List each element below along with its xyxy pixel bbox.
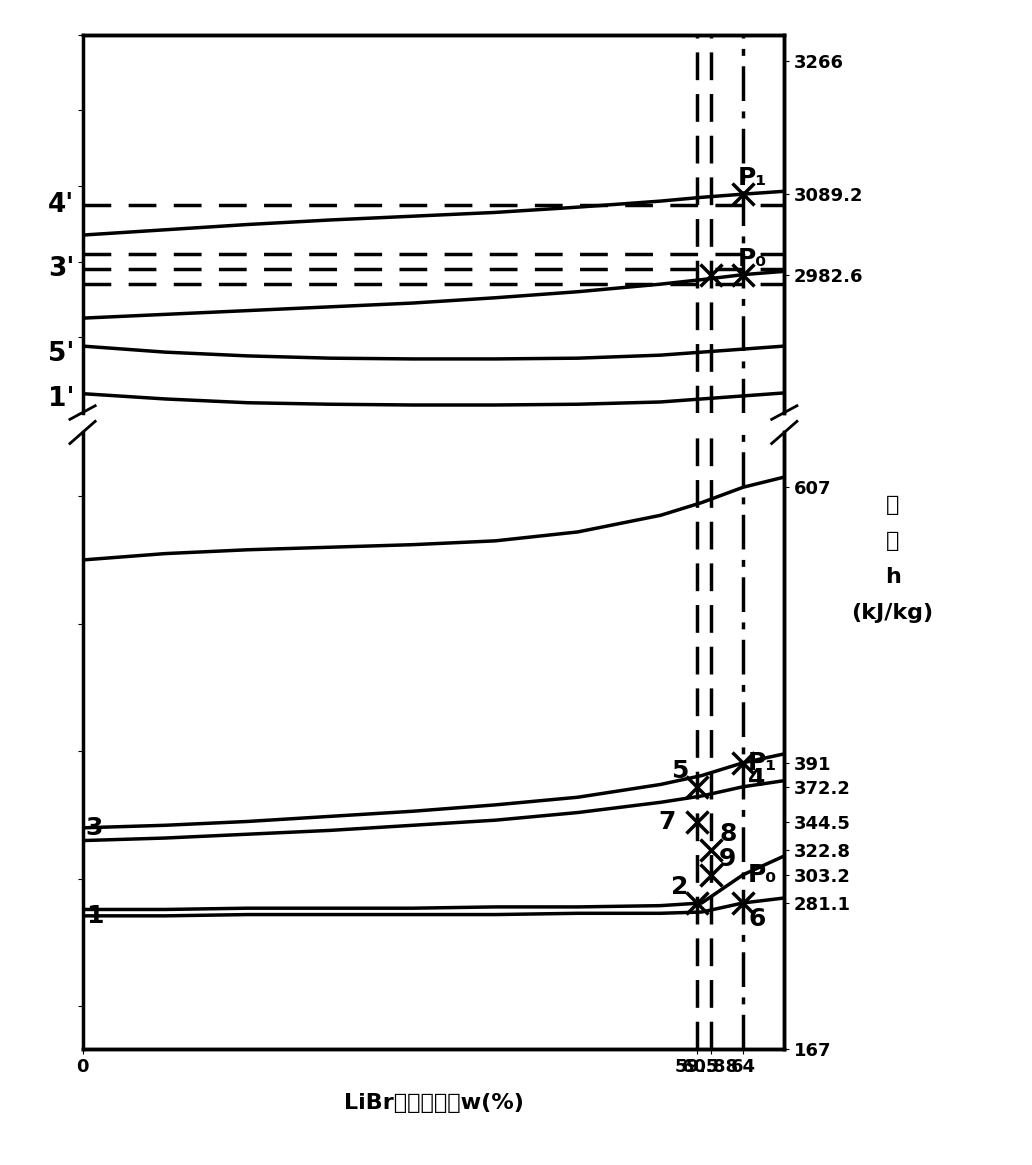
- Text: 5': 5': [47, 340, 74, 367]
- X-axis label: LiBr的质量分数w(%): LiBr的质量分数w(%): [344, 1093, 523, 1113]
- Text: 比
焓
h
(kJ/kg): 比 焓 h (kJ/kg): [851, 495, 934, 623]
- Text: 1': 1': [47, 386, 74, 412]
- Text: 3': 3': [47, 256, 74, 282]
- Text: P₁: P₁: [738, 167, 767, 190]
- Text: 4': 4': [49, 192, 74, 218]
- Text: 8: 8: [719, 822, 737, 846]
- Text: P₀: P₀: [748, 863, 777, 887]
- Text: P₀: P₀: [738, 247, 767, 271]
- Text: P₁: P₁: [748, 750, 777, 775]
- Text: 6: 6: [748, 906, 766, 931]
- Text: 3: 3: [86, 816, 103, 840]
- Text: 5: 5: [671, 758, 688, 783]
- Text: 7: 7: [658, 810, 676, 834]
- Text: 9: 9: [719, 847, 737, 871]
- Text: 2: 2: [671, 875, 688, 899]
- Text: 1: 1: [86, 904, 103, 927]
- Text: 4: 4: [748, 767, 766, 791]
